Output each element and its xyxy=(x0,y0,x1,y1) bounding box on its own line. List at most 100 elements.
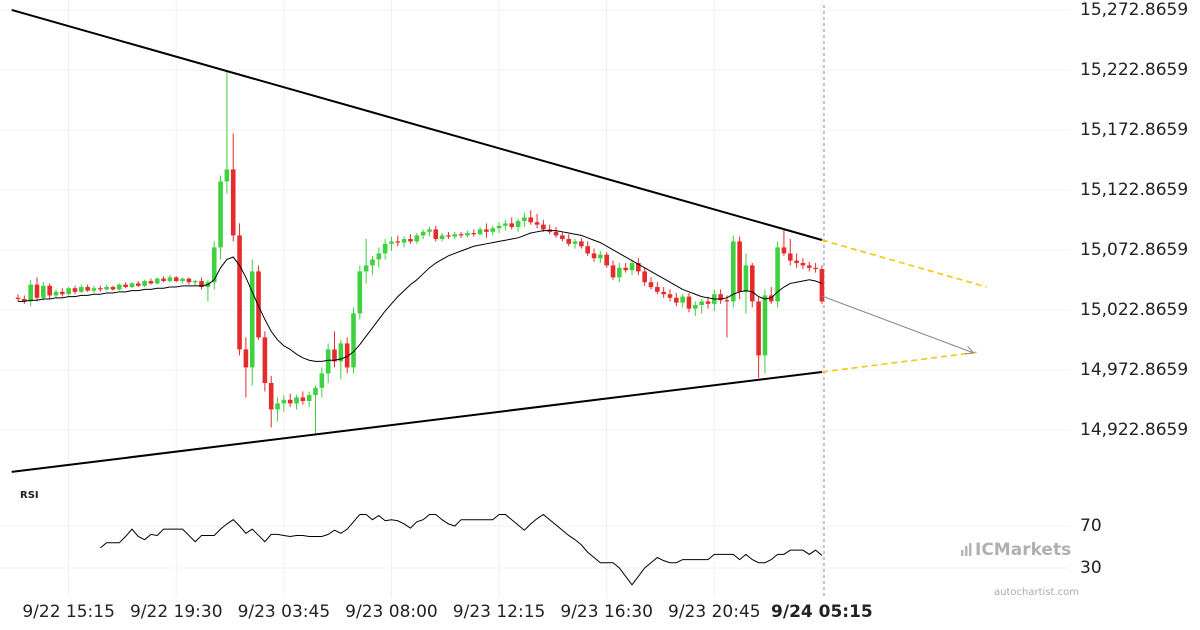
candle-body xyxy=(572,241,578,244)
candle-body xyxy=(553,231,559,236)
candle-body xyxy=(268,383,274,410)
candle-body xyxy=(66,288,71,295)
candle-body xyxy=(313,387,318,396)
candle-body xyxy=(408,239,413,242)
logo-icon xyxy=(961,543,972,556)
candle-body xyxy=(591,253,597,259)
candle-body xyxy=(180,278,185,282)
candle-body xyxy=(598,254,603,259)
projection-line xyxy=(821,351,981,373)
candle-body xyxy=(579,241,584,247)
candle-body xyxy=(116,284,122,290)
candle-body xyxy=(60,291,65,295)
candle-body xyxy=(363,265,369,272)
x-tick-label: 9/23 20:45 xyxy=(668,602,761,622)
candle-body xyxy=(110,287,116,290)
candle-body xyxy=(610,265,616,278)
candle-body xyxy=(218,181,223,248)
candle-body xyxy=(737,241,742,292)
rsi-tick-label: 70 xyxy=(1080,516,1102,536)
candle-body xyxy=(401,239,407,243)
candle-body xyxy=(674,297,679,303)
candle-body xyxy=(211,247,217,283)
candle-body xyxy=(648,282,654,288)
candle-body xyxy=(41,285,46,298)
candle-body xyxy=(351,313,356,368)
y-tick-label: 15,222.8659 xyxy=(1080,60,1188,80)
candle-body xyxy=(332,349,337,362)
candle-body xyxy=(718,294,723,301)
candle-body xyxy=(167,277,173,282)
candle-body xyxy=(496,225,502,229)
candle-body xyxy=(794,260,799,264)
candle-body xyxy=(382,243,388,254)
candle-body xyxy=(756,301,761,356)
candle-body xyxy=(281,399,287,404)
candle-body xyxy=(300,397,306,402)
candle-body xyxy=(104,287,109,290)
candle-body xyxy=(775,247,780,302)
candle-body xyxy=(79,287,84,292)
candle-body xyxy=(458,234,464,236)
y-tick-label: 15,022.8659 xyxy=(1080,300,1188,320)
y-tick-label: 14,922.8659 xyxy=(1080,420,1188,440)
candle-body xyxy=(477,229,483,235)
candle-body xyxy=(173,277,179,282)
candle-body xyxy=(806,265,812,268)
candle-body xyxy=(446,235,451,237)
candle-body xyxy=(490,228,496,232)
candle-body xyxy=(465,233,470,236)
candle-body xyxy=(642,271,647,283)
candle-body xyxy=(287,399,293,404)
candle-body xyxy=(560,235,565,240)
candle-body xyxy=(230,169,236,236)
candle-body xyxy=(781,247,787,254)
logo: ICMarkets xyxy=(975,540,1071,560)
candle-body xyxy=(819,269,825,302)
candle-body xyxy=(142,281,147,286)
candle-body xyxy=(15,297,21,300)
candle-body xyxy=(800,263,806,266)
candle-body xyxy=(541,224,546,230)
candle-body xyxy=(768,295,774,302)
candle-body xyxy=(53,291,59,296)
candle-body xyxy=(655,287,660,292)
y-tick-label: 15,072.8659 xyxy=(1080,240,1188,260)
candle-body xyxy=(275,403,280,410)
candle-body xyxy=(135,283,141,286)
candle-body xyxy=(509,223,515,228)
candle-body xyxy=(154,278,160,284)
x-tick-label: 9/23 16:30 xyxy=(560,602,653,622)
y-tick-label: 15,172.8659 xyxy=(1080,120,1188,140)
candle-body xyxy=(414,235,420,242)
candle-body xyxy=(566,239,572,244)
candle-body xyxy=(661,291,666,295)
candle-body xyxy=(667,294,673,298)
x-tick-label: 9/24 05:15 xyxy=(771,602,873,622)
candle-body xyxy=(224,169,230,182)
candle-body xyxy=(306,395,312,402)
candle-body xyxy=(192,281,198,283)
candle-body xyxy=(636,263,641,272)
candle-body xyxy=(319,373,325,388)
x-tick-label: 9/22 19:30 xyxy=(130,602,223,622)
trend-line xyxy=(11,370,823,473)
moving-average-line xyxy=(18,230,823,362)
candle-body xyxy=(376,253,382,260)
rsi-tick-label: 30 xyxy=(1080,558,1102,578)
rsi-line xyxy=(99,513,823,586)
candle-body xyxy=(47,285,52,296)
candle-body xyxy=(357,271,363,314)
candle-body xyxy=(85,287,90,291)
x-tick-label: 9/23 03:45 xyxy=(238,602,331,622)
candle-body xyxy=(186,278,192,283)
y-tick-label: 15,122.8659 xyxy=(1080,180,1188,200)
candle-body xyxy=(256,271,261,338)
candle-body xyxy=(243,349,249,368)
candle-body xyxy=(623,267,628,271)
candle-body xyxy=(91,288,97,291)
candle-body xyxy=(97,288,103,290)
projection-line xyxy=(821,239,987,288)
candle-body xyxy=(28,284,33,302)
